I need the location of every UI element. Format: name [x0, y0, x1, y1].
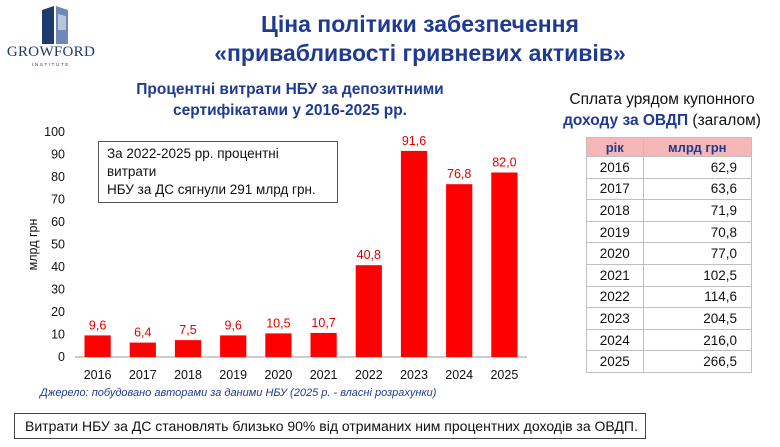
table-row: 2025 266,5 — [586, 350, 753, 373]
logo-wordmark: GROWFORD — [6, 44, 96, 60]
table-row: 2022 114,6 — [586, 285, 753, 309]
x-tick-label: 2023 — [400, 368, 428, 382]
table-cell-amount: 70,8 — [642, 220, 753, 244]
table-header-row: рік млрд грн — [586, 137, 753, 157]
chart-title-line-1: Процентні витрати НБУ за депозитними — [136, 81, 444, 98]
table-cell-year: 2021 — [586, 263, 644, 287]
table-cell-year: 2019 — [586, 220, 644, 244]
x-tick-label: 2024 — [445, 368, 473, 382]
bar-value-label: 91,6 — [402, 134, 426, 148]
table-title: Сплата урядом купонного доходу за ОВДП (… — [552, 89, 772, 131]
coupon-payments-table: рік млрд грн 2016 62,9 2017 63,6 2018 71,9 … — [586, 137, 753, 373]
table-cell-year: 2018 — [586, 199, 644, 222]
logo-subtitle: INSTITUTE — [32, 62, 70, 67]
page-title-line-1: Ціна політики забезпечення — [261, 11, 579, 37]
bar-value-label: 7,5 — [179, 323, 196, 337]
table-cell-amount: 114,6 — [642, 285, 753, 309]
x-tick-label: 2019 — [219, 368, 247, 382]
bar-value-label: 9,6 — [89, 318, 106, 332]
bar-value-label: 82,0 — [492, 156, 516, 170]
y-tick-label: 80 — [51, 170, 65, 184]
table-header-year: рік — [586, 137, 644, 157]
growford-logo-icon — [42, 6, 68, 44]
y-tick-label: 10 — [51, 328, 65, 342]
x-tick-label: 2025 — [490, 368, 518, 382]
table-cell-year: 2016 — [586, 156, 644, 179]
table-row: 2024 216,0 — [586, 328, 753, 352]
bar — [84, 335, 111, 357]
table-title-bold: доходу за ОВДП — [563, 112, 689, 129]
bar — [400, 150, 428, 357]
table-row: 2019 70,8 — [586, 220, 753, 244]
bar — [129, 342, 156, 357]
bar — [355, 265, 382, 357]
table-cell-amount: 204,5 — [642, 307, 753, 330]
y-tick-label: 30 — [51, 283, 65, 297]
bar-chart: 0 10 20 30 40 50 60 70 80 90 100 млрд грн 9,6 2016 6,4… — [26, 125, 527, 382]
y-tick-label: 60 — [51, 215, 65, 229]
y-tick-label: 0 — [58, 350, 65, 364]
bar-value-label: 76,8 — [447, 167, 471, 181]
x-tick-label: 2022 — [355, 368, 383, 382]
y-tick-label: 40 — [51, 260, 65, 274]
table-title-rest: (загалом) — [688, 112, 761, 129]
table-cell-year: 2017 — [586, 177, 644, 201]
y-tick-label: 20 — [51, 305, 65, 319]
table-cell-amount: 102,5 — [642, 263, 753, 287]
table-cell-amount: 62,9 — [642, 156, 753, 179]
bar — [220, 335, 247, 357]
table-row: 2016 62,9 — [586, 156, 753, 179]
table-cell-year: 2020 — [586, 242, 644, 265]
chart-annotation: За 2022-2025 рр. процентні витрати НБУ з… — [98, 141, 338, 203]
x-tick-label: 2020 — [264, 368, 292, 382]
page-title-line-2: «привабливості гривневих активів» — [214, 40, 626, 66]
table-cell-year: 2023 — [586, 307, 644, 330]
table-cell-year: 2024 — [586, 328, 644, 352]
bar — [310, 332, 337, 357]
table-cell-amount: 216,0 — [642, 328, 753, 352]
y-tick-label: 50 — [51, 238, 65, 252]
y-tick-label: 90 — [51, 148, 65, 162]
table-row: 2023 204,5 — [586, 307, 753, 330]
x-tick-label: 2021 — [310, 368, 338, 382]
x-tick-label: 2016 — [84, 368, 112, 382]
table-cell-amount: 63,6 — [642, 177, 753, 201]
page-title: Ціна політики забезпечення «привабливост… — [120, 10, 720, 68]
y-tick-label: 70 — [51, 193, 65, 207]
bar — [174, 340, 202, 357]
bar-value-label: 6,4 — [134, 326, 151, 340]
table-cell-amount: 77,0 — [642, 242, 753, 265]
bar-value-label: 10,5 — [266, 316, 290, 330]
chart-title-line-2: сертифікатами у 2016-2025 рр. — [173, 102, 407, 119]
table-cell-year: 2022 — [586, 285, 644, 309]
bar-value-label: 40,8 — [357, 248, 381, 262]
footer-note: Витрати НБУ за ДС становлять близько 90%… — [14, 413, 646, 439]
table-cell-amount: 71,9 — [642, 199, 753, 222]
bar — [265, 333, 292, 357]
bar — [446, 184, 473, 357]
annotation-line-2: НБУ за ДС сягнули 291 млрд грн. — [107, 182, 316, 197]
table-title-line-2: доходу за ОВДП (загалом) — [552, 110, 772, 131]
annotation-line-1: За 2022-2025 рр. процентні витрати — [107, 146, 279, 179]
y-axis-label: млрд грн — [26, 219, 40, 271]
table-cell-year: 2025 — [586, 350, 644, 373]
bar-value-label: 10,7 — [311, 316, 335, 330]
x-tick-label: 2017 — [129, 368, 157, 382]
chart-source: Джерело: побудовано авторами за даними Н… — [40, 387, 437, 399]
bar — [491, 172, 518, 357]
table-row: 2021 102,5 — [586, 263, 753, 287]
bar-value-label: 9,6 — [225, 318, 242, 332]
table-row: 2020 77,0 — [586, 242, 753, 265]
table-row: 2018 71,9 — [586, 199, 753, 222]
table-row: 2017 63,6 — [586, 177, 753, 201]
table-title-line-1: Сплата урядом купонного — [569, 91, 755, 108]
x-tick-label: 2018 — [174, 368, 202, 382]
chart-title: Процентні витрати НБУ за депозитними сер… — [80, 79, 500, 121]
table-header-amount: млрд грн — [642, 137, 753, 157]
y-tick-label: 100 — [44, 125, 65, 139]
table-cell-amount: 266,5 — [642, 350, 753, 373]
